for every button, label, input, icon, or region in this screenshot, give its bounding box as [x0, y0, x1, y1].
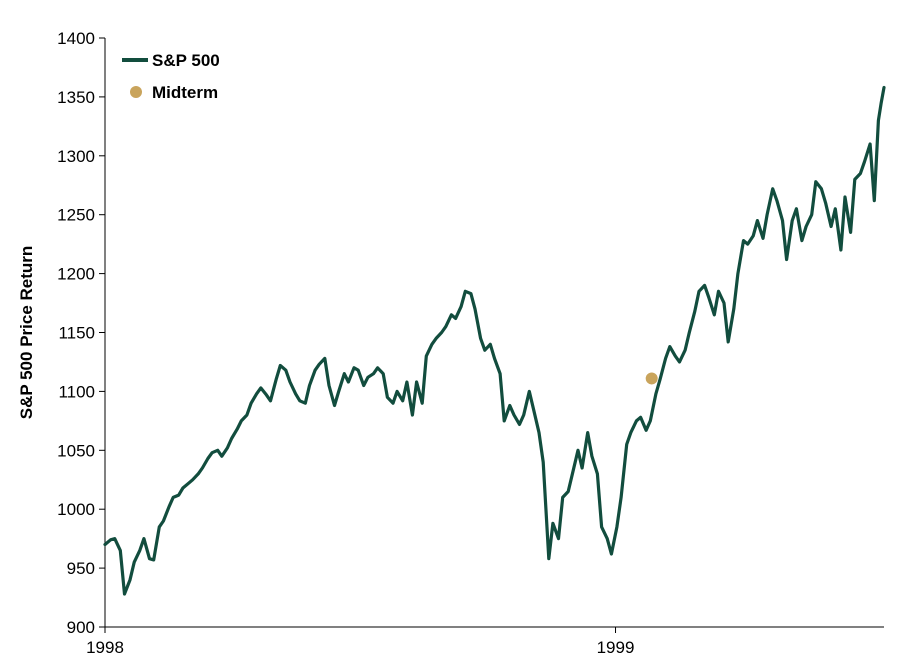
series-line-sp500: [103, 85, 886, 596]
y-tick-label-900: 900: [67, 618, 95, 637]
legend-label-midterm: Midterm: [152, 83, 218, 102]
legend-swatch-midterm: [130, 86, 142, 98]
y-tick-label-1150: 1150: [58, 324, 95, 343]
legend: S&P 500 Midterm: [122, 51, 220, 102]
axes: 900 950 1000 1050 1100 1150 1200 1250 1300 1350 14…: [57, 29, 884, 657]
legend-label-sp500: S&P 500: [152, 51, 220, 70]
y-tick-label-1000: 1000: [57, 500, 95, 519]
y-tick-label-1050: 1050: [57, 441, 95, 460]
y-tick-label-950: 950: [67, 559, 95, 578]
y-tick-label-1250: 1250: [57, 206, 95, 225]
y-axis-title: S&P 500 Price Return: [17, 246, 36, 420]
x-tick-label-1998: 1998: [86, 638, 124, 657]
x-tick-label-1999: 1999: [597, 638, 635, 657]
plot-area: [103, 85, 886, 596]
y-tick-label-1200: 1200: [57, 265, 95, 284]
midterm-marker-0: [645, 372, 658, 385]
y-tick-label-1100: 1100: [58, 382, 95, 401]
y-tick-label-1350: 1350: [57, 88, 95, 107]
y-tick-label-1300: 1300: [57, 147, 95, 166]
y-tick-label-1400: 1400: [57, 29, 95, 48]
